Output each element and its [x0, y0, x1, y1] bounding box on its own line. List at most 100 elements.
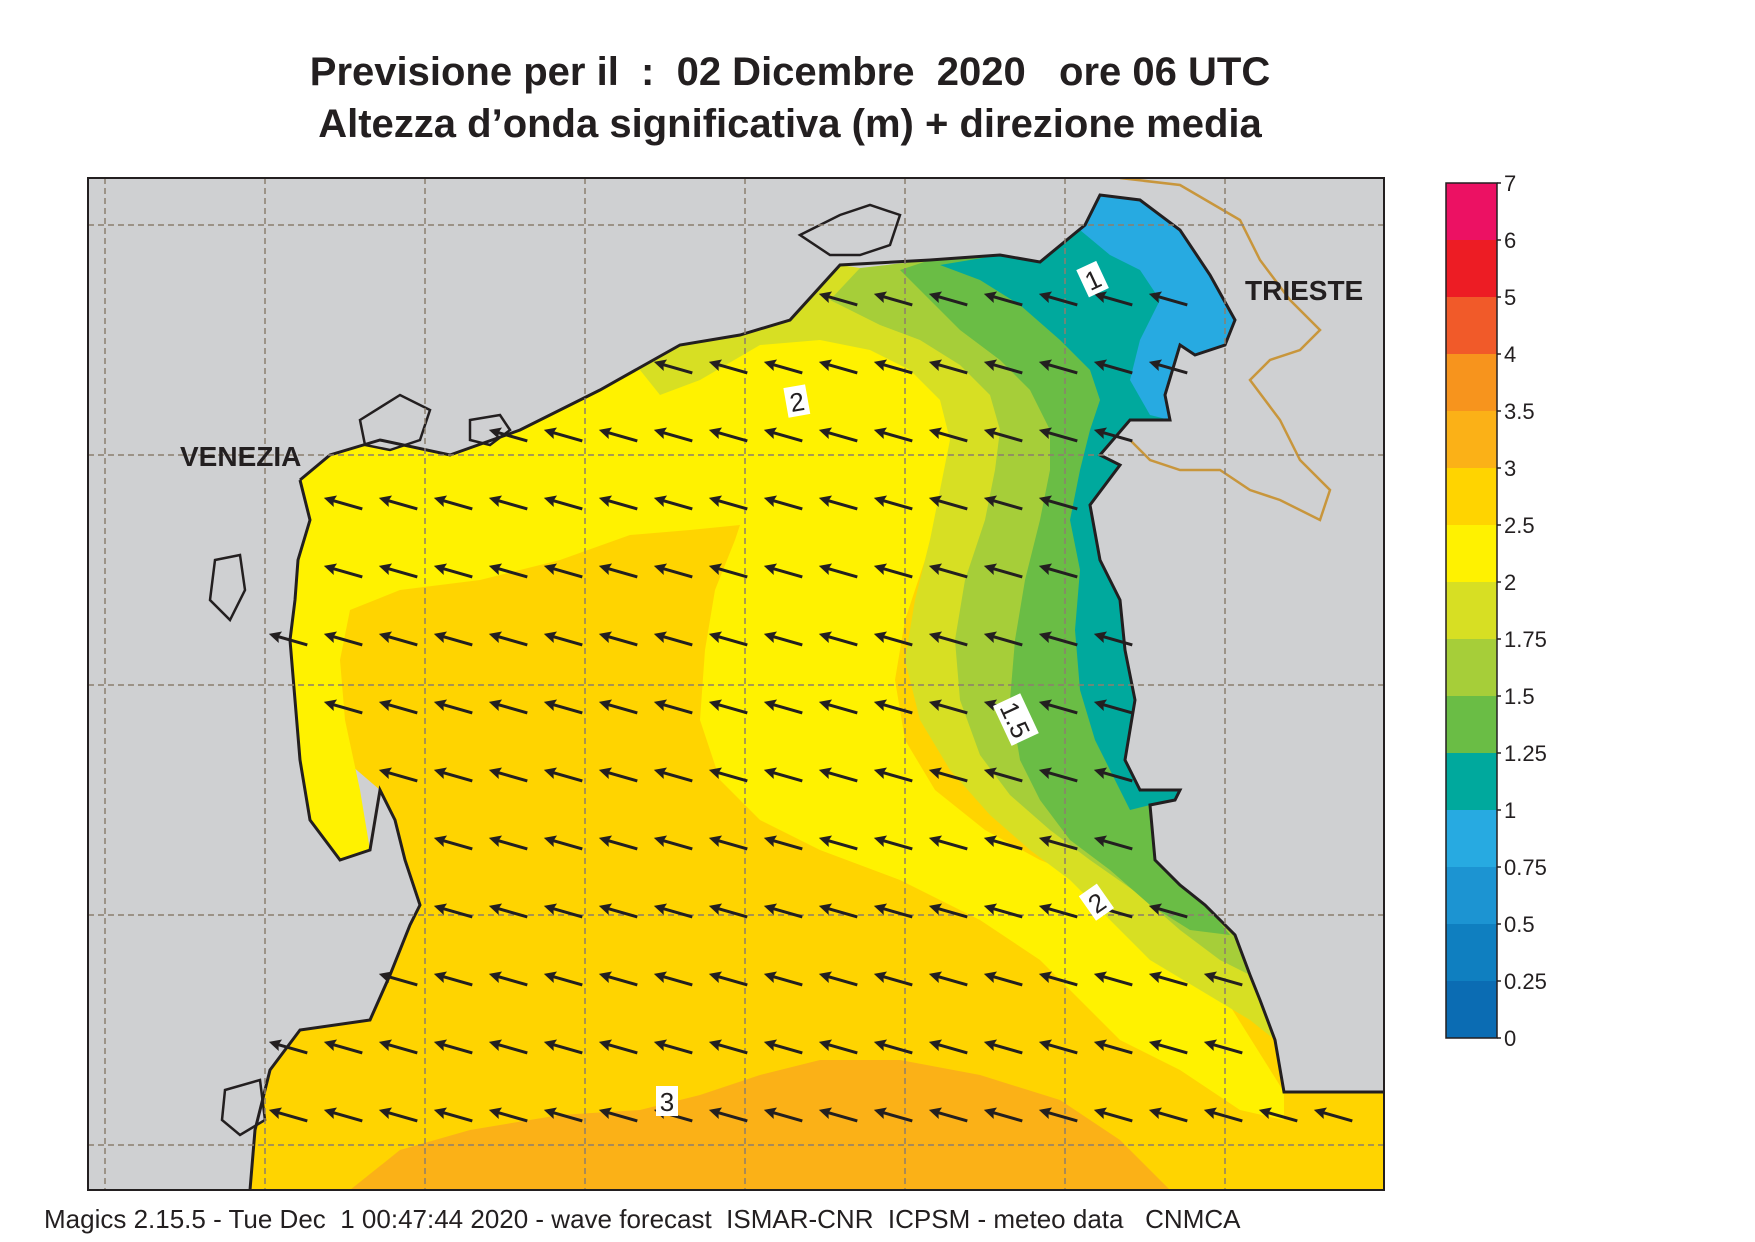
- wave-direction-arrow: [763, 631, 803, 647]
- wave-direction-arrow: [378, 563, 418, 579]
- wave-direction-arrow: [598, 971, 638, 987]
- wave-direction-arrow: [873, 1107, 913, 1123]
- wave-direction-arrow: [653, 495, 693, 511]
- wave-direction-arrow: [323, 631, 363, 647]
- wave-direction-arrow: [763, 835, 803, 851]
- wave-direction-arrow: [378, 1039, 418, 1055]
- color-legend: 7 6 5 4 3.5 3 2.5 2 1.75 1.5 1.25 1 0.75 0.5 0.25 0: [1445, 171, 1547, 1051]
- wave-direction-arrow: [708, 1039, 748, 1055]
- wave-direction-arrow: [1093, 699, 1133, 715]
- wave-direction-arrow: [598, 767, 638, 783]
- wave-direction-arrow: [1148, 971, 1188, 987]
- wave-direction-arrow: [1148, 1107, 1188, 1123]
- wave-direction-arrow: [378, 495, 418, 511]
- legend-tick-label: 6: [1504, 228, 1516, 253]
- wave-direction-arrow: [928, 971, 968, 987]
- wave-direction-arrow: [708, 835, 748, 851]
- wave-direction-arrow: [1148, 903, 1188, 919]
- wave-direction-arrow: [378, 1107, 418, 1123]
- wave-direction-arrow: [763, 903, 803, 919]
- wave-direction-arrow: [653, 903, 693, 919]
- wave-direction-arrow: [763, 1039, 803, 1055]
- wave-direction-arrow: [763, 359, 803, 375]
- legend-color-band: [1446, 468, 1497, 525]
- wave-direction-arrow: [928, 631, 968, 647]
- legend-tick-label: 1.25: [1504, 741, 1547, 766]
- legend-color-band: [1446, 639, 1497, 696]
- contour-label-text: 2: [787, 386, 806, 418]
- wave-direction-arrow: [763, 767, 803, 783]
- wave-direction-arrow: [323, 495, 363, 511]
- wave-direction-arrow: [873, 835, 913, 851]
- wave-direction-arrow: [1093, 359, 1133, 375]
- legend-color-band: [1446, 582, 1497, 639]
- wave-direction-arrow: [433, 563, 473, 579]
- wave-direction-arrow: [598, 563, 638, 579]
- wave-direction-arrow: [873, 971, 913, 987]
- wave-direction-arrow: [488, 699, 528, 715]
- wave-direction-arrow: [983, 359, 1023, 375]
- wave-direction-arrow: [653, 563, 693, 579]
- wave-direction-arrow: [1093, 767, 1133, 783]
- wave-direction-arrow: [488, 495, 528, 511]
- wave-direction-arrow: [983, 767, 1023, 783]
- wave-direction-arrow: [598, 1107, 638, 1123]
- sea-height-0-75-1: [1080, 195, 1235, 420]
- wave-direction-arrow: [1093, 427, 1133, 443]
- wave-direction-arrow: [818, 903, 858, 919]
- wave-direction-arrow: [1093, 291, 1133, 307]
- wave-direction-arrow: [873, 631, 913, 647]
- legend-outline: [1445, 182, 1498, 1039]
- wave-direction-arrow: [433, 1039, 473, 1055]
- wave-direction-arrow: [763, 699, 803, 715]
- sea-height-3-3-5: [350, 1060, 1170, 1190]
- wave-direction-arrow: [983, 835, 1023, 851]
- wave-direction-arrow: [543, 767, 583, 783]
- wave-direction-arrow: [708, 427, 748, 443]
- wave-direction-arrow: [708, 971, 748, 987]
- wave-direction-arrow: [873, 767, 913, 783]
- wave-direction-arrow: [983, 1039, 1023, 1055]
- wave-direction-arrow: [488, 971, 528, 987]
- legend-tick-label: 3: [1504, 456, 1516, 481]
- legend-color-band: [1446, 810, 1497, 867]
- national-border: [1119, 178, 1332, 522]
- wave-direction-arrow: [488, 767, 528, 783]
- wave-direction-arrow: [1203, 1107, 1243, 1123]
- wave-direction-arrow: [1093, 1107, 1133, 1123]
- land-masses: [88, 178, 1384, 1190]
- wave-direction-arrow: [1203, 1039, 1243, 1055]
- wave-direction-arrow: [488, 427, 528, 443]
- wave-direction-arrow: [433, 495, 473, 511]
- contour-label: 3: [656, 1086, 678, 1117]
- wave-direction-arrow: [323, 563, 363, 579]
- wave-direction-arrow: [543, 1039, 583, 1055]
- wave-direction-arrow: [543, 427, 583, 443]
- wave-direction-arrow: [1148, 291, 1188, 307]
- wave-direction-arrow: [1038, 971, 1078, 987]
- legend-color-band: [1446, 924, 1497, 981]
- wave-direction-arrow: [543, 631, 583, 647]
- wave-direction-arrow: [1038, 903, 1078, 919]
- wave-direction-arrow: [433, 767, 473, 783]
- wave-direction-arrow: [653, 835, 693, 851]
- wave-direction-arrow: [1093, 835, 1133, 851]
- wave-direction-arrow: [928, 427, 968, 443]
- wave-direction-arrow: [983, 495, 1023, 511]
- legend-tick-label: 0: [1504, 1026, 1516, 1051]
- wave-direction-arrow: [928, 1039, 968, 1055]
- legend-color-band: [1446, 297, 1497, 354]
- wave-direction-arrow: [818, 699, 858, 715]
- wave-direction-arrow: [543, 835, 583, 851]
- legend-tick-label: 0.25: [1504, 969, 1547, 994]
- wave-direction-arrow: [488, 563, 528, 579]
- legend-tick-label: 1: [1504, 798, 1516, 823]
- wave-direction-arrow: [378, 699, 418, 715]
- wave-direction-arrow: [543, 971, 583, 987]
- wave-direction-arrow: [1038, 767, 1078, 783]
- wave-direction-arrow: [1148, 1039, 1188, 1055]
- wave-direction-arrow: [818, 1039, 858, 1055]
- wave-direction-arrow: [708, 1107, 748, 1123]
- legend-tick-label: 0.5: [1504, 912, 1535, 937]
